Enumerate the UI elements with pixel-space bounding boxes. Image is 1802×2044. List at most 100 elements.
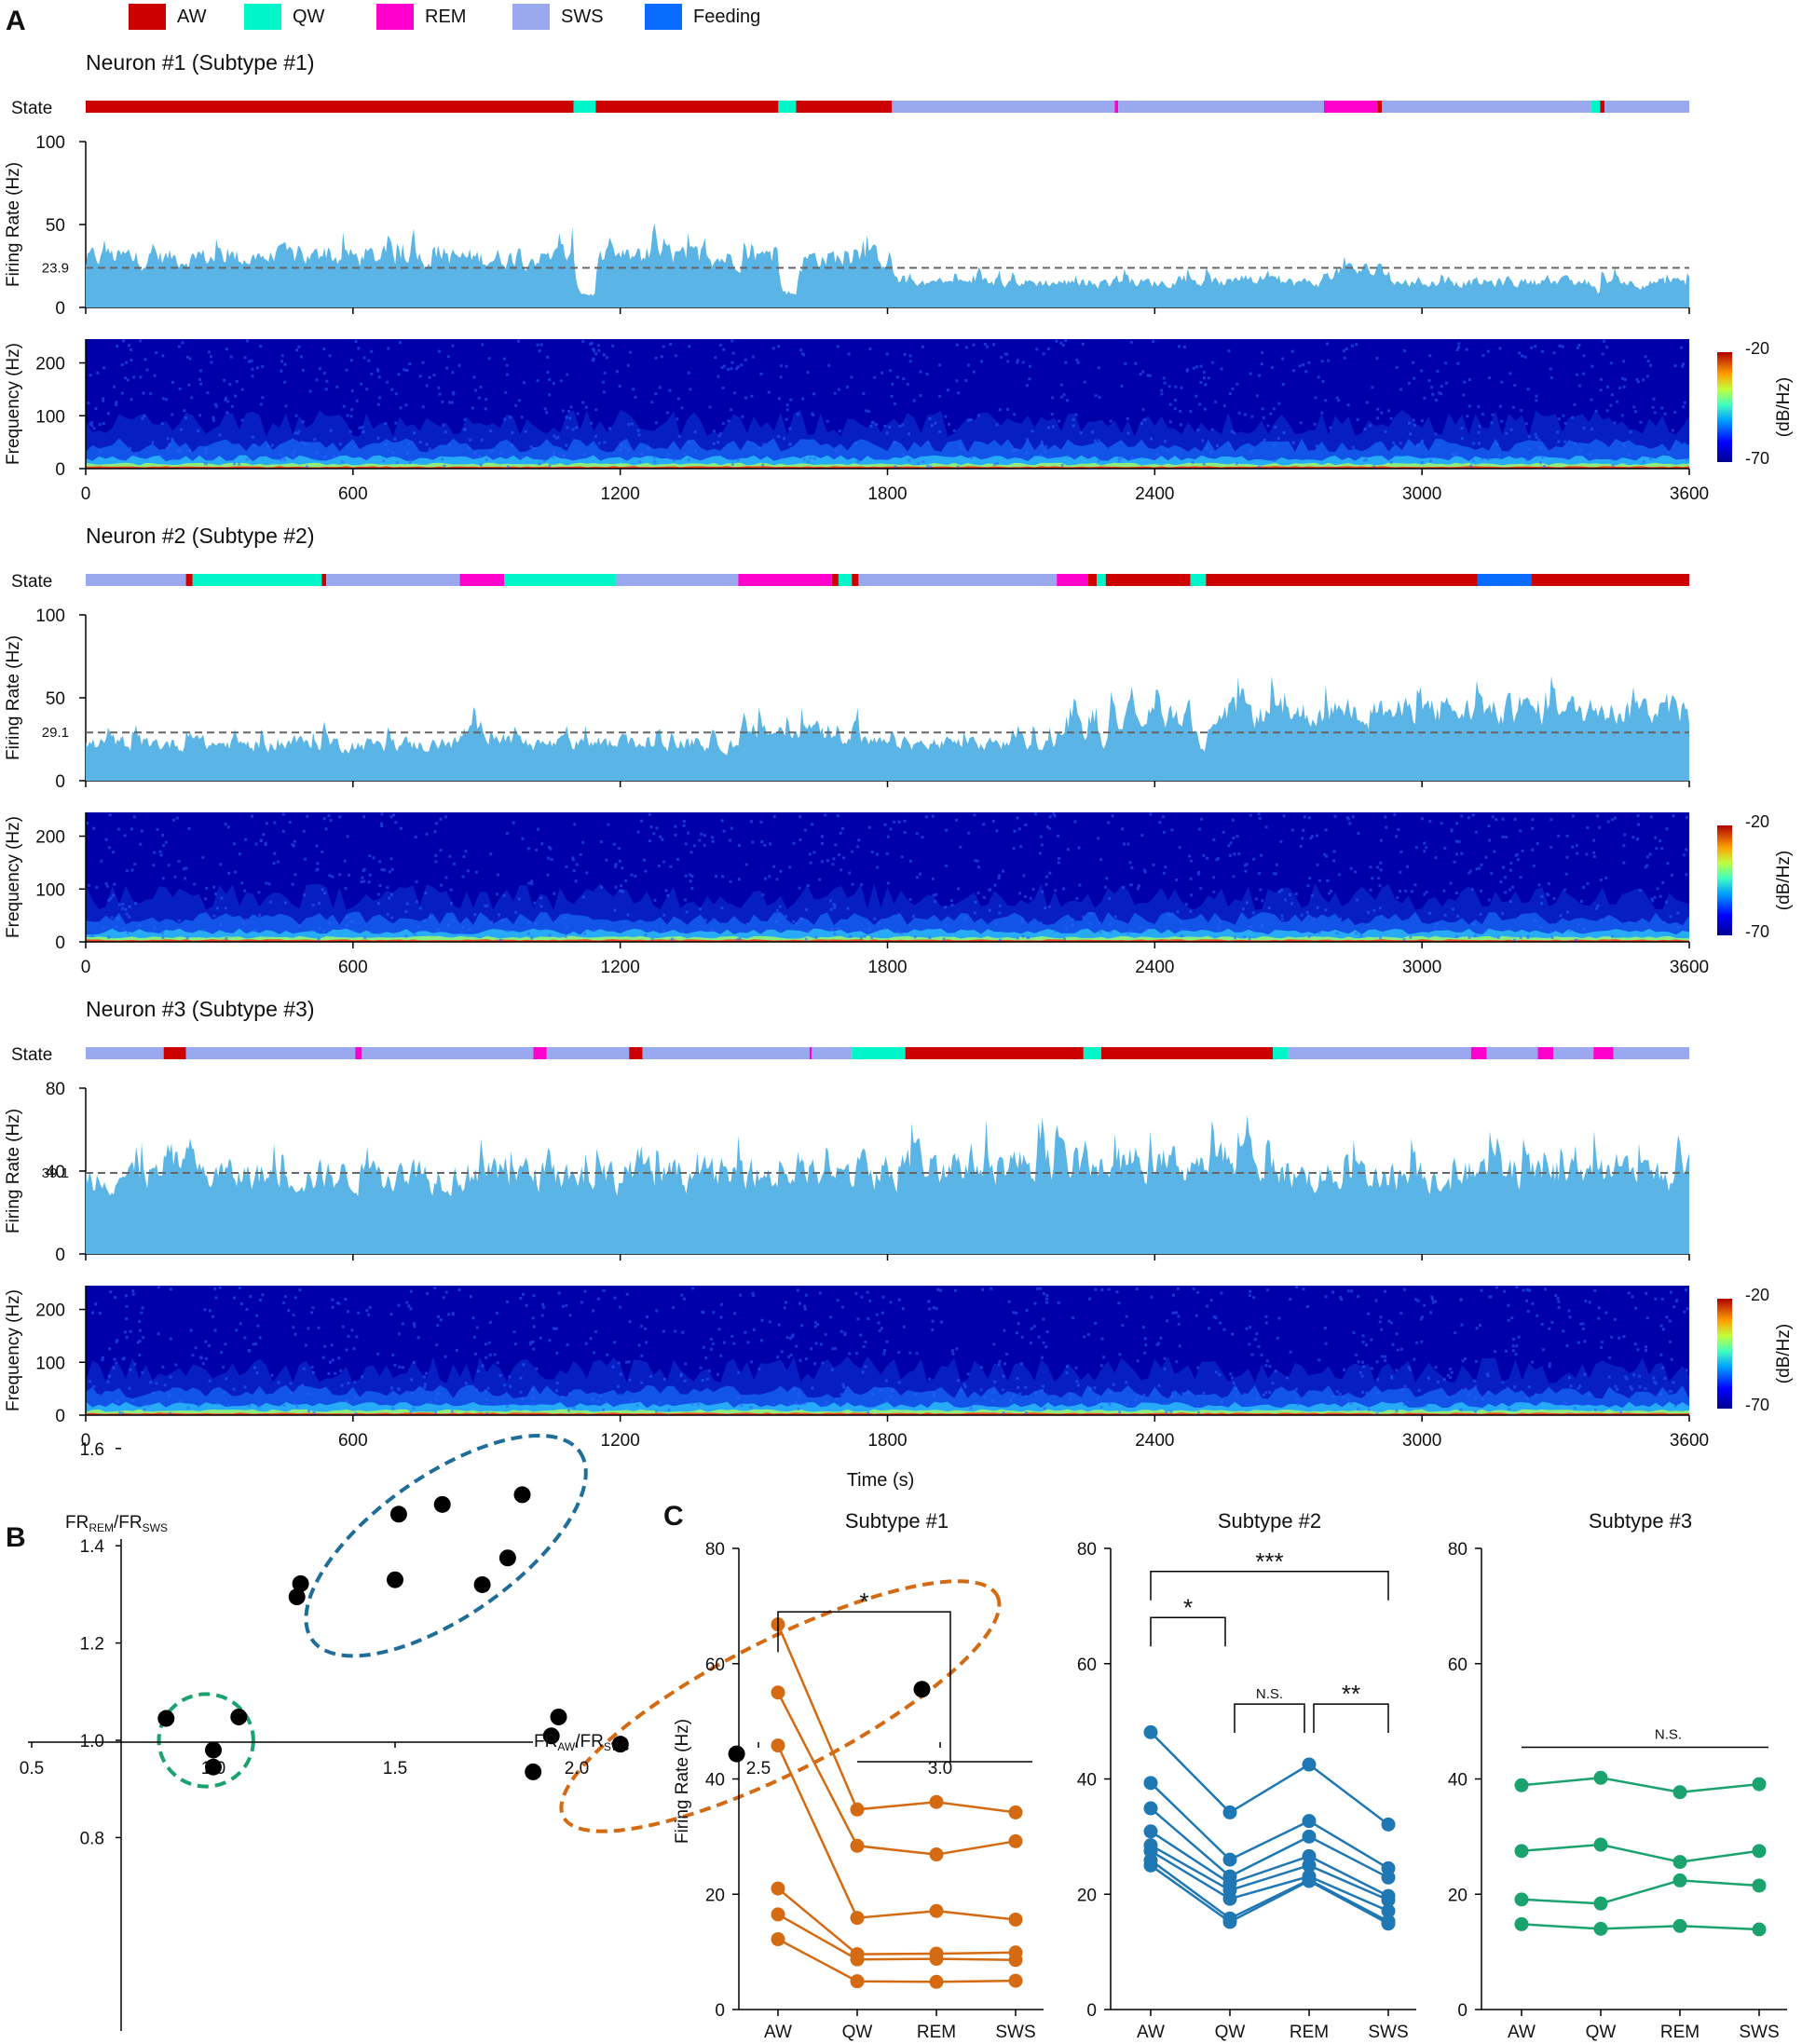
series-point [1143, 1724, 1158, 1739]
state-segment-sws [362, 1047, 534, 1059]
series-line [1521, 1777, 1760, 1793]
state-segment-rem [459, 574, 505, 586]
mean-rate-label: 29.1 [42, 725, 69, 741]
series-point [1222, 1891, 1237, 1906]
panel-c-ylabel: Firing Rate (Hz) [673, 1719, 692, 1844]
spectrogram [86, 1286, 1689, 1415]
panel-c-label: C [663, 1501, 684, 1532]
state-segment-rem [1593, 1047, 1614, 1059]
significance-label: ** [1342, 1680, 1360, 1708]
state-segment-qw [192, 574, 322, 586]
neuron-title: Neuron #3 (Subtype #3) [86, 997, 315, 1021]
firing-y-tick-label: 100 [35, 133, 65, 153]
series-point [1752, 1922, 1767, 1937]
scatter-x-tick-label: 2.0 [565, 1759, 589, 1778]
spectrogram-noise [87, 339, 1688, 469]
series-point [1143, 1801, 1158, 1816]
time-tick-label: 3600 [1670, 958, 1709, 977]
series-line [1150, 1781, 1389, 1870]
scatter-y-tick-label: 1.2 [80, 1635, 104, 1655]
firing-y-label: Firing Rate (Hz) [4, 1109, 23, 1233]
legend-label-sws: SWS [561, 7, 604, 27]
significance-bracket [1234, 1703, 1305, 1733]
freq-y-label: Frequency (Hz) [4, 816, 23, 938]
series-point [1381, 1903, 1396, 1918]
state-segment-sws [858, 574, 1058, 586]
series-line [1150, 1864, 1389, 1925]
series-point [1143, 1858, 1158, 1873]
state-segment-qw [852, 1047, 906, 1059]
series-line [777, 1938, 1017, 1983]
time-tick-label: 0 [81, 958, 91, 977]
state-segment-sws [1382, 101, 1591, 113]
colorbar-max-label: -20 [1745, 812, 1769, 831]
subplot-y-tick-label: 60 [705, 1656, 725, 1675]
series-point [1302, 1874, 1317, 1888]
legend-swatch-feeding [645, 4, 682, 30]
scatter-point [157, 1710, 175, 1727]
state-row-label: State [11, 572, 52, 592]
state-segment-qw [504, 574, 616, 586]
subplot-x-tick-label: AW [1137, 2023, 1165, 2042]
state-segment-sws [1486, 1047, 1538, 1059]
scatter-point [205, 1758, 222, 1776]
subplot-x-tick-label: SWS [1368, 2023, 1408, 2042]
state-segment-aw [796, 101, 893, 113]
state-segment-rem [809, 1047, 812, 1059]
state-segment-aw [185, 574, 193, 586]
neuron-title: Neuron #2 (Subtype #2) [86, 524, 315, 548]
series-point [1143, 1776, 1158, 1791]
neuron-title: Neuron #1 (Subtype #1) [86, 50, 315, 75]
significance-label: * [1183, 1593, 1193, 1621]
subtype-subplot-3: Subtype #3 0 20 40 60 80 AW QW REM SWS N.S. [1448, 1509, 1787, 2042]
state-segment-aw [1100, 1047, 1274, 1059]
cluster-ellipse [304, 1433, 588, 1658]
colorbar-max-label: -20 [1745, 339, 1769, 358]
state-legend: AW QW REM SWS Feeding [129, 4, 760, 30]
freq-y-tick-label: 0 [55, 1407, 65, 1426]
series-point [1381, 1870, 1396, 1885]
series-line [776, 1692, 1017, 1856]
state-segment-rem [738, 574, 832, 586]
colorbar [1717, 1299, 1732, 1409]
scatter-x-tick-label: 1.5 [383, 1759, 407, 1778]
significance-bracket [777, 1611, 951, 1762]
series-point [771, 1932, 785, 1947]
series-point [1381, 1817, 1396, 1832]
series-line [1521, 1879, 1760, 1905]
spectrogram [86, 339, 1689, 469]
state-segment-sws [86, 1047, 164, 1059]
colorbar-unit-label: (dB/Hz) [1774, 377, 1794, 437]
state-segment-aw [629, 1047, 643, 1059]
state-segment-aw [1206, 574, 1478, 586]
subplot-x-tick-label: REM [1290, 2023, 1329, 2042]
colorbar [1717, 352, 1732, 462]
freq-y-label: Frequency (Hz) [4, 1289, 23, 1411]
scatter-x-tick-label: 3.0 [928, 1759, 952, 1778]
neuron-1-block: Neuron #1 (Subtype #1) State 0 50 100 Firing … [4, 50, 1794, 504]
state-segment-qw [838, 574, 853, 586]
legend-label-feeding: Feeding [693, 7, 760, 27]
subplot-title: Subtype #1 [845, 1509, 949, 1533]
state-segment-sws [546, 1047, 630, 1059]
state-segment-aw [905, 1047, 1084, 1059]
series-line [1150, 1731, 1389, 1826]
time-tick-label: 0 [81, 484, 91, 504]
series-point [929, 1794, 944, 1809]
time-tick-label: 0 [81, 1431, 91, 1451]
scatter-point [433, 1495, 451, 1513]
subplot-title: Subtype #3 [1589, 1509, 1692, 1533]
series-point [1514, 1844, 1529, 1859]
state-segment-rem [1537, 1047, 1554, 1059]
subplot-y-tick-label: 40 [705, 1771, 725, 1791]
time-tick-label: 1200 [601, 484, 640, 504]
time-tick-label: 1200 [601, 1431, 640, 1451]
scatter-point [498, 1549, 516, 1567]
scatter-point [387, 1571, 403, 1588]
time-tick-label: 3000 [1402, 484, 1441, 504]
time-tick-label: 1800 [867, 958, 907, 977]
legend-swatch-sws [512, 4, 550, 30]
state-segment-aw [852, 574, 859, 586]
